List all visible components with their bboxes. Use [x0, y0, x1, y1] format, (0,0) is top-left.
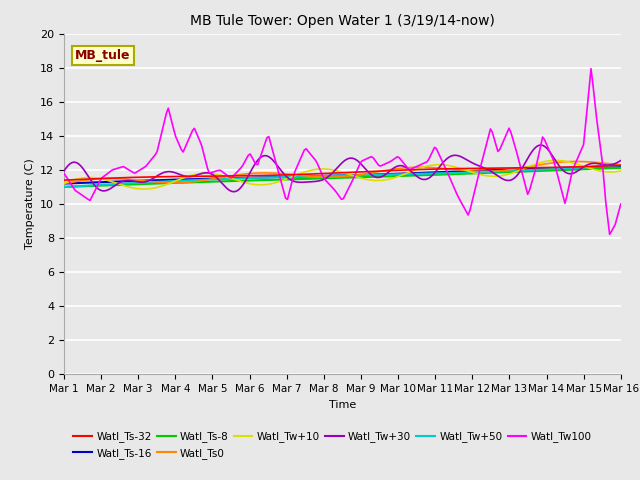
- Text: MB_tule: MB_tule: [75, 49, 131, 62]
- Y-axis label: Temperature (C): Temperature (C): [24, 158, 35, 250]
- Legend: Watl_Ts-32, Watl_Ts-16, Watl_Ts-8, Watl_Ts0, Watl_Tw+10, Watl_Tw+30, Watl_Tw+50,: Watl_Ts-32, Watl_Ts-16, Watl_Ts-8, Watl_…: [69, 427, 596, 463]
- Title: MB Tule Tower: Open Water 1 (3/19/14-now): MB Tule Tower: Open Water 1 (3/19/14-now…: [190, 14, 495, 28]
- X-axis label: Time: Time: [329, 400, 356, 409]
